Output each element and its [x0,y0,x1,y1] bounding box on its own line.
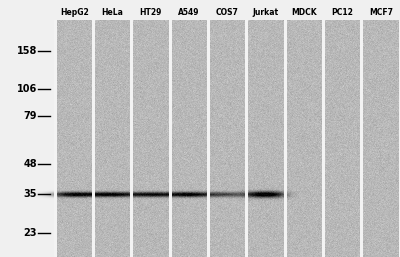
Text: 48: 48 [23,159,37,169]
Text: A549: A549 [178,8,200,17]
Text: 23: 23 [24,228,37,238]
Text: MDCK: MDCK [291,8,317,17]
Text: PC12: PC12 [332,8,354,17]
Text: HeLa: HeLa [102,8,124,17]
Text: HT29: HT29 [140,8,162,17]
Text: 35: 35 [24,189,37,199]
Text: HepG2: HepG2 [60,8,88,17]
Text: 158: 158 [17,46,37,56]
Text: 79: 79 [24,111,37,121]
Text: COS7: COS7 [216,8,239,17]
Text: Jurkat: Jurkat [253,8,279,17]
Text: 106: 106 [17,84,37,94]
Text: MCF7: MCF7 [369,8,393,17]
